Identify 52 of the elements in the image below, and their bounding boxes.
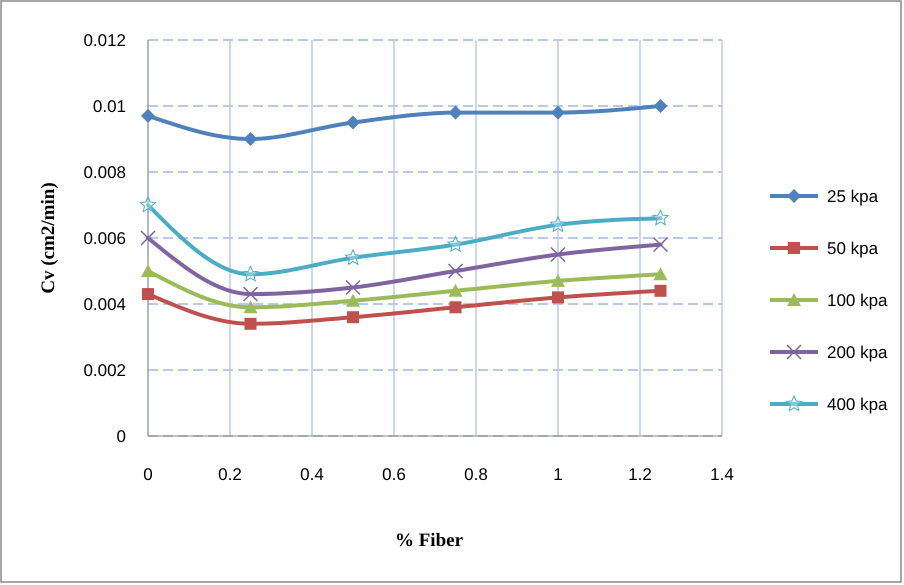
point [141,108,155,123]
point [244,132,258,146]
y-tick-label: 0.002 [83,361,126,380]
point [345,280,361,296]
point [550,216,566,232]
point [142,288,154,300]
point [140,230,156,246]
y-tick-label: 0.004 [83,295,126,314]
point [654,284,666,297]
point [550,246,566,262]
y-tick-label: 0.008 [83,163,126,182]
point [654,267,668,280]
x-tick-label: 1 [553,465,563,484]
x-tick-label: 1.4 [710,465,734,484]
x-axis-title: % Fiber [394,530,464,551]
point [552,291,564,304]
point [244,318,256,330]
point [448,284,462,297]
point [347,311,359,324]
x-tick-label: 0.6 [382,465,406,484]
x-tick-label: 0.4 [300,465,324,484]
point [447,236,464,252]
legend-label: 50 kpa [827,239,879,258]
point [242,286,258,302]
point [242,266,259,282]
point [346,294,360,307]
y-tick-label: 0.006 [83,229,126,248]
point [450,301,462,314]
x-tick-label: 0 [143,465,153,484]
point [652,236,668,252]
legend-label: 400 kpa [827,395,888,414]
point [448,263,464,279]
legend-label: 25 kpa [827,187,879,206]
point [140,196,156,212]
y-axis-title: Cv (cm2/min) [38,182,59,294]
point [551,274,565,287]
point [244,300,258,314]
point [448,106,462,120]
point [344,249,362,265]
point [141,264,155,277]
point [654,99,668,113]
legend-label: 200 kpa [827,343,888,362]
y-tick-label: 0.01 [92,97,126,116]
y-tick-label: 0.012 [83,31,126,50]
point [652,210,669,226]
x-tick-label: 0.2 [218,465,242,484]
legend-label: 100 kpa [827,291,888,310]
x-tick-label: 0.8 [464,465,488,484]
y-tick-label: 0 [116,427,126,446]
x-tick-label: 1.2 [628,465,652,484]
point [346,116,360,130]
point [551,106,565,120]
